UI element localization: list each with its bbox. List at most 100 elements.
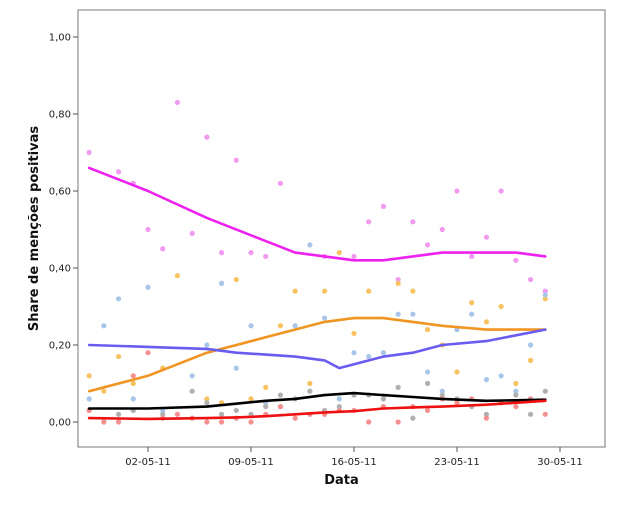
data-point — [395, 276, 401, 283]
data-point — [115, 169, 122, 175]
data-point — [115, 353, 122, 360]
data-point — [395, 311, 401, 317]
y-tick-label: 1,00 — [49, 33, 71, 44]
data-point — [469, 253, 475, 260]
data-point — [277, 404, 284, 410]
data-point — [483, 415, 490, 421]
data-point — [410, 311, 416, 317]
data-point — [454, 369, 460, 375]
data-point — [101, 419, 107, 425]
scatter-points — [86, 99, 548, 425]
data-point — [513, 380, 519, 387]
data-point — [439, 392, 445, 398]
data-point — [542, 411, 548, 417]
data-point — [277, 323, 284, 329]
y-tick-label: 0,20 — [49, 341, 71, 352]
data-point — [307, 242, 313, 248]
x-tick-label: 23-05-11 — [434, 457, 479, 468]
data-point — [115, 296, 122, 302]
data-point — [130, 380, 136, 387]
data-point — [248, 323, 254, 329]
data-point — [513, 388, 519, 394]
fit-lines — [87, 166, 547, 421]
data-point — [351, 350, 357, 356]
data-point — [410, 288, 416, 294]
data-point — [542, 296, 548, 302]
data-point — [542, 288, 548, 294]
data-point — [513, 404, 519, 410]
data-point — [366, 288, 372, 294]
data-point — [380, 203, 387, 209]
data-point — [174, 273, 181, 279]
data-point — [233, 365, 239, 371]
data-point — [248, 396, 254, 402]
data-point — [424, 380, 431, 387]
data-point — [233, 407, 239, 414]
data-point — [204, 396, 210, 402]
data-point — [263, 404, 269, 410]
fit-line — [87, 399, 547, 421]
data-point — [292, 288, 298, 294]
x-tick-label: 09-05-11 — [228, 457, 273, 468]
data-point — [395, 419, 401, 425]
data-point — [380, 350, 387, 356]
axes: 0,00 0,20 0,40 0,60 0,80 1,00 02-05-11 09-05-11… — [49, 9, 606, 468]
data-point — [483, 377, 490, 383]
data-point — [483, 411, 490, 417]
data-point — [248, 250, 254, 256]
x-tick-label: 02-05-11 — [125, 457, 170, 468]
data-point — [277, 180, 284, 186]
y-axis-title: Share de menções positivas — [27, 126, 42, 331]
data-point — [233, 157, 239, 163]
data-point — [513, 257, 519, 263]
data-point — [513, 392, 519, 398]
data-point — [366, 419, 372, 425]
data-point — [86, 396, 92, 402]
fit-line — [87, 391, 547, 410]
data-point — [189, 373, 195, 379]
data-point — [527, 276, 534, 283]
data-point — [410, 415, 416, 421]
data-point — [189, 388, 195, 394]
data-point — [439, 226, 445, 233]
data-point — [218, 250, 225, 256]
data-point — [204, 134, 210, 140]
data-point — [277, 392, 284, 398]
data-point — [101, 388, 107, 394]
data-point — [424, 369, 431, 375]
data-point — [233, 276, 239, 283]
data-point — [189, 230, 195, 236]
data-point — [454, 188, 460, 194]
data-point — [454, 400, 460, 406]
data-point — [174, 411, 181, 417]
data-point — [469, 300, 475, 306]
data-point — [483, 234, 490, 240]
y-tick-label: 0,40 — [49, 264, 71, 275]
data-point — [115, 419, 122, 425]
fit-line — [87, 166, 547, 262]
data-point — [351, 253, 357, 260]
data-point — [145, 350, 151, 356]
data-point — [542, 292, 548, 298]
data-point — [307, 388, 313, 394]
x-tick-label: 30-05-11 — [537, 457, 582, 468]
data-point — [351, 330, 357, 337]
data-point — [160, 246, 166, 252]
data-point — [292, 415, 298, 421]
data-point — [130, 396, 136, 402]
data-point — [263, 384, 269, 390]
data-point — [483, 319, 490, 325]
fit-line — [87, 328, 547, 370]
data-point — [395, 384, 401, 390]
data-point — [86, 373, 92, 379]
data-point — [439, 388, 445, 394]
data-point — [204, 400, 210, 406]
data-point — [115, 411, 122, 417]
data-point — [498, 373, 504, 379]
data-point — [145, 284, 151, 290]
data-point — [527, 411, 534, 417]
data-point — [469, 311, 475, 317]
data-point — [218, 280, 225, 286]
data-point — [204, 419, 210, 425]
